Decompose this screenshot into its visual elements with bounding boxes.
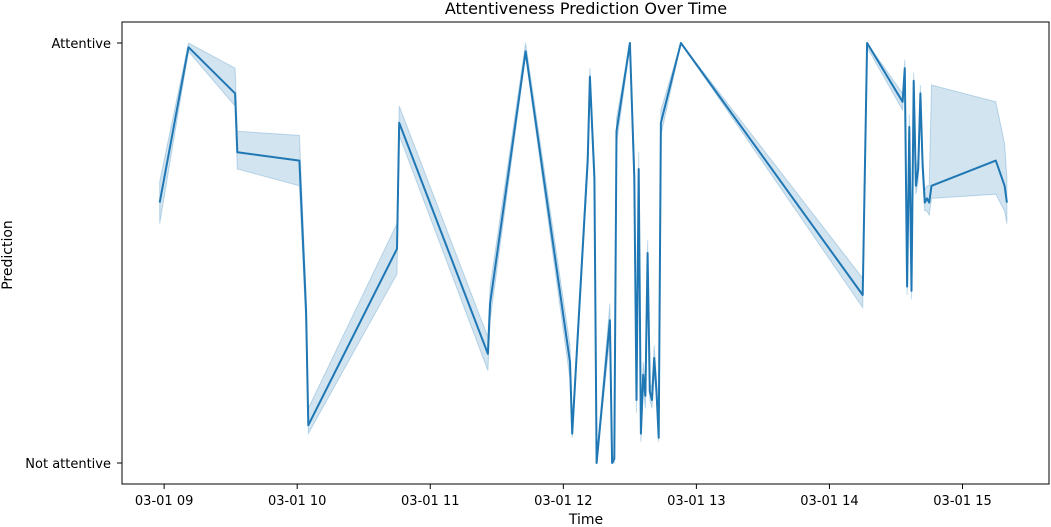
x-axis-label: Time <box>568 512 603 527</box>
x-axis: 03-01 09 03-01 10 03-01 11 03-01 12 03-01 13… <box>135 484 992 509</box>
x-tick-label: 03-01 09 <box>135 494 193 509</box>
x-tick-label: 03-01 14 <box>800 494 858 509</box>
plot-area <box>158 41 1008 464</box>
y-axis-label: Prediction <box>0 220 16 290</box>
x-tick-label: 03-01 11 <box>401 494 459 509</box>
x-tick-label: 03-01 12 <box>534 494 592 509</box>
axes-frame <box>121 21 1050 485</box>
chart-title: Attentiveness Prediction Over Time <box>445 0 727 18</box>
x-tick-label: 03-01 15 <box>933 494 991 509</box>
prediction-line <box>158 42 1008 464</box>
y-tick-label: Attentive <box>52 37 112 52</box>
y-axis: Attentive Not attentive <box>25 37 122 472</box>
y-tick-label: Not attentive <box>25 457 111 472</box>
x-tick-label: 03-01 10 <box>268 494 326 509</box>
x-tick-label: 03-01 13 <box>667 494 725 509</box>
